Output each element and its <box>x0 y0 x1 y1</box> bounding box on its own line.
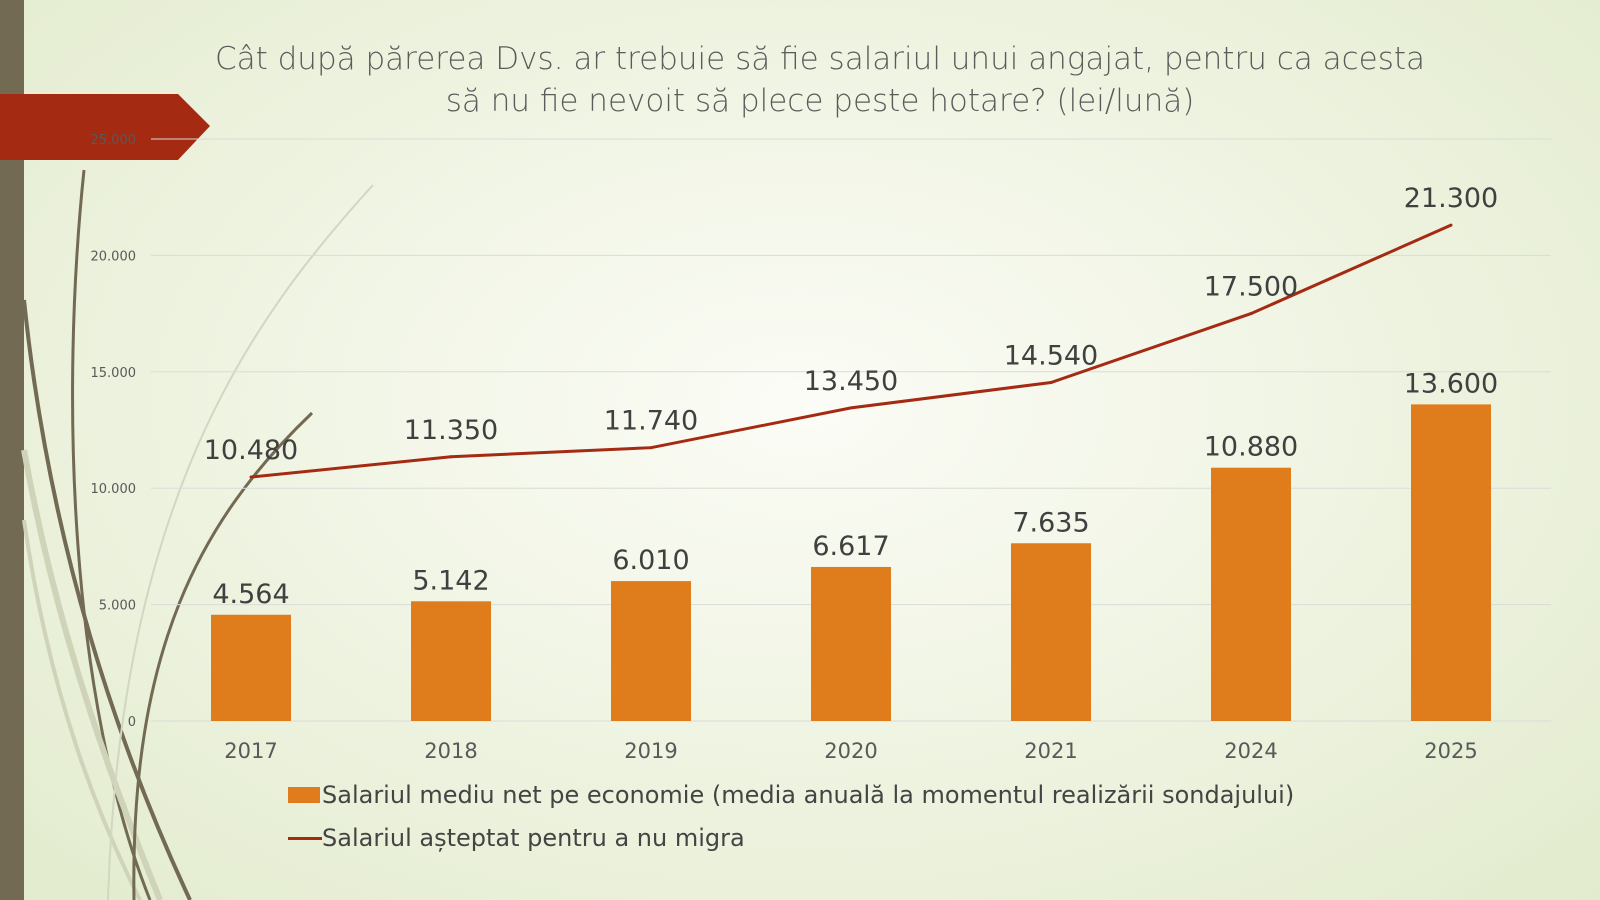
line-point <box>649 446 653 450</box>
bar-data-label: 13.600 <box>1404 368 1498 399</box>
bar-data-label: 6.617 <box>812 531 889 562</box>
legend-label-bar: Salariul mediu net pe economie (media an… <box>322 781 1295 809</box>
chart-title: Cât după părerea Dvs. ar trebuie să fie … <box>214 41 1426 119</box>
bar-data-label: 10.880 <box>1204 432 1298 463</box>
decor-curve <box>22 519 142 900</box>
legend-label-line: Salariul așteptat pentru a nu migra <box>322 824 745 852</box>
y-tick-label: 0 <box>128 715 136 730</box>
y-tick-label: 5.000 <box>99 599 136 614</box>
line-point <box>1249 312 1253 316</box>
bar-data-label: 4.564 <box>212 579 289 610</box>
line-point <box>449 455 453 459</box>
x-tick-label: 2024 <box>1224 739 1277 763</box>
line-data-label: 10.480 <box>204 435 298 466</box>
title-arrow-banner <box>0 94 210 160</box>
legend-swatch-bar <box>288 787 320 803</box>
y-tick-label: 15.000 <box>91 366 137 381</box>
decor-curve <box>71 169 152 900</box>
x-tick-label: 2019 <box>624 739 677 763</box>
y-tick-label: 10.000 <box>91 482 137 497</box>
bar <box>211 614 291 721</box>
legend-item-bar: Salariul mediu net pe economie (media an… <box>288 781 1294 809</box>
x-tick-label: 2021 <box>1024 739 1077 763</box>
x-tick-label: 2020 <box>824 739 877 763</box>
decor-curve <box>21 449 163 900</box>
x-tick-label: 2017 <box>224 739 277 763</box>
bar <box>1211 467 1291 721</box>
line-point <box>1449 223 1453 227</box>
bar-data-label: 7.635 <box>1012 507 1089 538</box>
line-data-label: 13.450 <box>804 366 898 397</box>
line-data-label: 14.540 <box>1004 341 1098 372</box>
decor-curve <box>22 299 192 900</box>
line-data-label: 21.300 <box>1404 183 1498 214</box>
bar <box>811 566 891 721</box>
bar-data-label: 5.142 <box>412 565 489 596</box>
legend-item-line: Salariul așteptat pentru a nu migra <box>288 824 745 852</box>
bar <box>1011 543 1091 721</box>
bar <box>1411 404 1491 721</box>
x-tick-label: 2018 <box>424 739 477 763</box>
bar <box>411 601 491 721</box>
line-point <box>849 406 853 410</box>
bar <box>611 581 691 721</box>
line-point <box>249 475 253 479</box>
y-tick-label: 20.000 <box>91 249 137 264</box>
decor-curve <box>107 184 374 900</box>
line-data-label: 17.500 <box>1204 272 1298 303</box>
line-data-label: 11.740 <box>604 406 698 437</box>
decor-curve <box>132 411 314 900</box>
bar-data-label: 6.010 <box>612 545 689 576</box>
legend-swatch-line <box>288 836 322 840</box>
line-point <box>1049 381 1053 385</box>
line-data-label: 11.350 <box>404 415 498 446</box>
x-tick-label: 2025 <box>1424 739 1477 763</box>
y-tick-label: 25.000 <box>91 133 137 148</box>
